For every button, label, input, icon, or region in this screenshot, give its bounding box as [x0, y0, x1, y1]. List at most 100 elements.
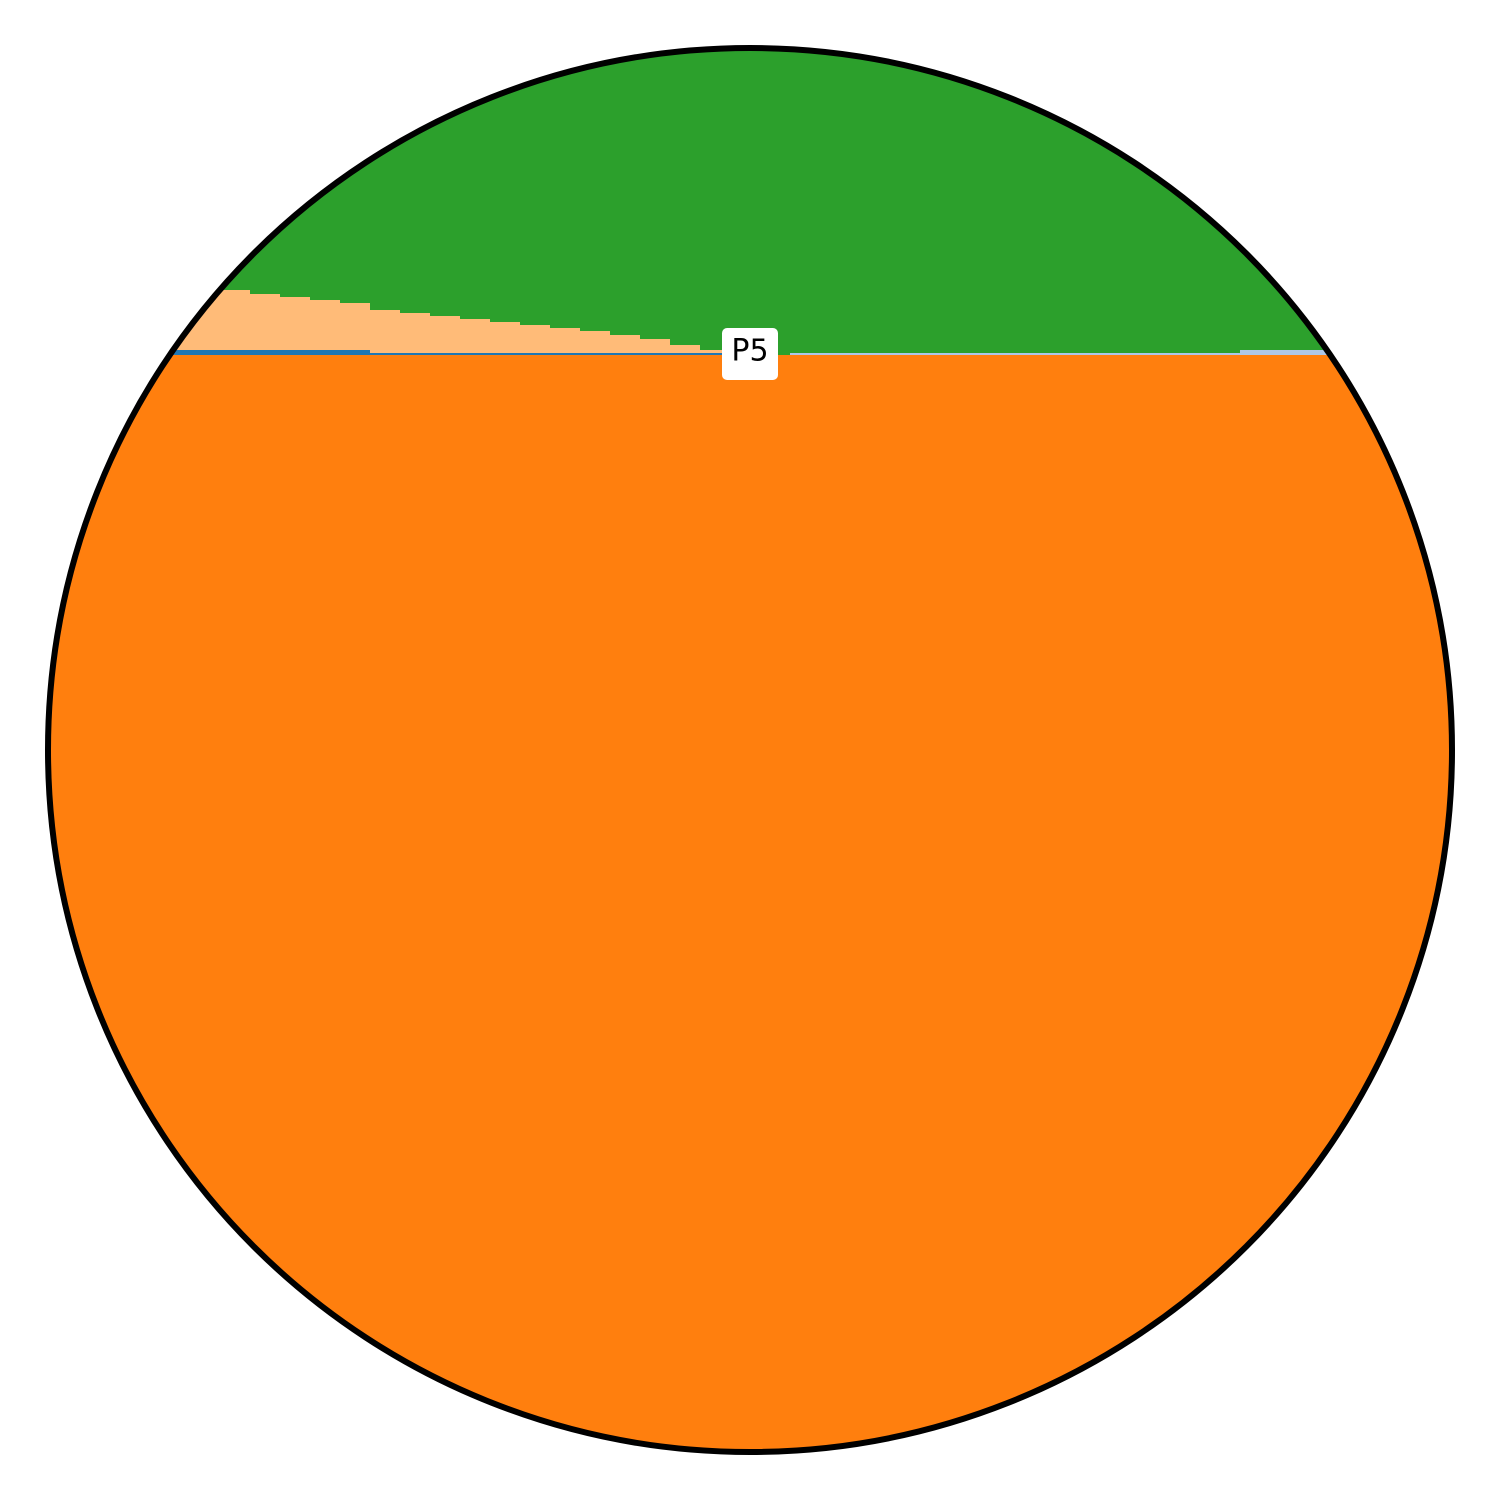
area-segment	[790, 355, 821, 1450]
area-segment	[1000, 355, 1031, 1450]
area-segment	[310, 300, 341, 350]
area-segment	[550, 328, 581, 353]
area-segment	[1390, 50, 1421, 350]
area-segment	[1450, 50, 1452, 350]
area-segment	[730, 355, 761, 1450]
area-segment	[940, 355, 971, 1450]
area-segment	[160, 50, 191, 290]
area-segment	[340, 350, 371, 355]
area-segment	[700, 350, 731, 353]
area-segment	[1330, 50, 1361, 350]
area-segment	[1240, 350, 1271, 355]
area-segment	[430, 353, 461, 355]
area-segment	[490, 355, 521, 1450]
area-segment	[1360, 350, 1391, 355]
area-segment	[910, 50, 941, 353]
area-segment	[820, 50, 851, 353]
area-segment	[580, 50, 611, 331]
area-segment	[850, 353, 881, 355]
area-segment	[220, 50, 251, 290]
area-segment	[1210, 353, 1241, 355]
area-segment	[1030, 50, 1061, 353]
area-segment	[1060, 355, 1091, 1450]
area-segment	[550, 353, 581, 355]
area-segment	[1360, 50, 1391, 350]
area-segment	[250, 350, 281, 355]
area-segment	[1150, 353, 1181, 355]
area-segment	[1210, 50, 1241, 353]
area-segment	[1240, 50, 1271, 350]
area-segment	[520, 353, 551, 355]
area-segment	[1000, 353, 1031, 355]
area-segment	[48, 50, 71, 290]
area-segment	[400, 355, 431, 1450]
area-segment	[910, 355, 941, 1450]
area-segment	[370, 353, 401, 355]
area-segment	[370, 355, 401, 1450]
area-segment	[760, 50, 791, 355]
area-segment	[430, 316, 461, 353]
annotation: P5	[731, 334, 768, 369]
area-segment	[700, 355, 731, 1450]
area-segment	[880, 355, 911, 1450]
area-segment	[1300, 355, 1331, 1450]
area-segment	[670, 353, 701, 355]
area-segment	[130, 50, 161, 290]
area-segment	[700, 353, 731, 355]
area-segment	[640, 339, 671, 353]
area-segment	[220, 290, 251, 350]
area-segment	[190, 350, 221, 355]
area-segment	[1240, 355, 1271, 1450]
area-segment	[1330, 355, 1361, 1450]
plot-area	[48, 50, 1452, 1450]
area-segment	[820, 353, 851, 355]
area-segment	[430, 355, 461, 1450]
area-segment	[970, 355, 1001, 1450]
area-segment	[1450, 350, 1452, 355]
area-segment	[100, 355, 131, 1450]
area-segment	[520, 325, 551, 353]
area-segment	[1210, 355, 1241, 1450]
area-segment	[1120, 50, 1151, 353]
area-segment	[190, 355, 221, 1450]
area-segment	[1030, 353, 1061, 355]
area-segment	[70, 50, 101, 290]
area-segment	[550, 355, 581, 1450]
area-segment	[670, 355, 701, 1450]
area-segment	[460, 353, 491, 355]
area-segment	[160, 355, 191, 1450]
area-segment	[1300, 350, 1331, 355]
area-segment	[1180, 355, 1211, 1450]
area-segment	[760, 355, 791, 1450]
area-segment	[48, 350, 71, 355]
area-segment	[280, 355, 311, 1450]
area-segment	[520, 355, 551, 1450]
area-segment	[670, 345, 701, 353]
area-segment	[1330, 350, 1361, 355]
area-segment	[640, 355, 671, 1450]
area-segment	[970, 353, 1001, 355]
area-segment	[1120, 355, 1151, 1450]
area-segment	[1060, 50, 1091, 353]
area-segment	[310, 355, 341, 1450]
area-segment	[160, 290, 191, 350]
area-segment	[340, 303, 371, 350]
area-segment	[490, 353, 521, 355]
area-segment	[490, 322, 521, 353]
area-segment	[970, 50, 1001, 353]
area-segment	[370, 310, 401, 353]
area-segment	[100, 350, 131, 355]
area-segment	[790, 50, 821, 353]
area-segment	[580, 331, 611, 353]
area-segment	[790, 353, 821, 355]
area-segment	[130, 350, 161, 355]
area-segment	[850, 50, 881, 353]
area-segment	[280, 297, 311, 350]
area-segment	[880, 353, 911, 355]
area-segment	[610, 355, 641, 1450]
frame	[45, 45, 1455, 1455]
area-segment	[880, 50, 911, 353]
area-segment	[1270, 355, 1301, 1450]
area-segment	[250, 355, 281, 1450]
area-segment	[1390, 350, 1421, 355]
